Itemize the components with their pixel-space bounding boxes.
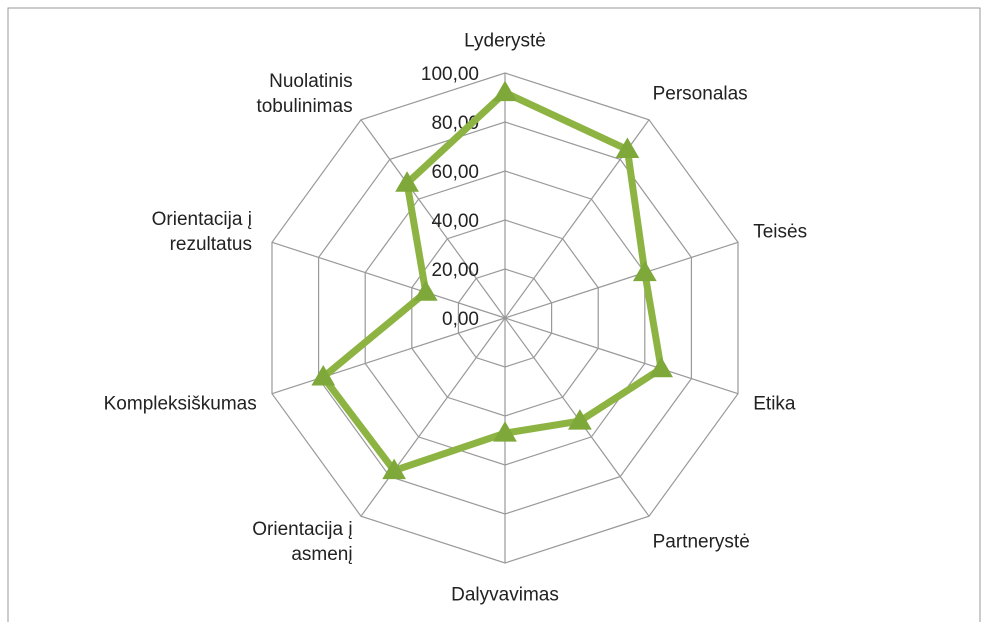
spoke (271, 241, 506, 319)
marker (493, 421, 517, 442)
category-label: Teisės (753, 221, 808, 243)
marker (568, 409, 592, 430)
category-label: Kompleksiškumas (103, 393, 257, 415)
category-label: Nuolatinis tobulinimas (256, 70, 353, 117)
marker (311, 365, 336, 386)
category-label: Etika (753, 393, 796, 415)
tick-label: 40,00 (431, 211, 479, 232)
marker (615, 137, 640, 159)
marker (382, 458, 406, 480)
category-label: Orientacija į rezultatus (151, 209, 252, 256)
frame (7, 7, 981, 622)
category-label: Partnerystė (652, 531, 750, 553)
series-line (319, 89, 665, 475)
tick-label: 100,00 (421, 64, 479, 85)
spoke (504, 241, 739, 319)
spoke (271, 317, 506, 395)
tick-label: 0,00 (442, 309, 479, 330)
category-label: Personalas (652, 83, 748, 105)
tick-label: 60,00 (431, 162, 479, 183)
marker (632, 260, 657, 282)
tick-label: 20,00 (431, 260, 479, 281)
spoke (504, 317, 739, 395)
marker (493, 80, 517, 102)
category-label: Lyderystė (464, 30, 546, 52)
category-label: Dalyvavimas (451, 584, 559, 606)
marker (395, 171, 419, 192)
category-label: Orientacija į asmenį (252, 519, 353, 566)
marker (413, 280, 438, 301)
marker (649, 356, 673, 378)
spoke (360, 119, 506, 319)
spoke (360, 317, 506, 517)
